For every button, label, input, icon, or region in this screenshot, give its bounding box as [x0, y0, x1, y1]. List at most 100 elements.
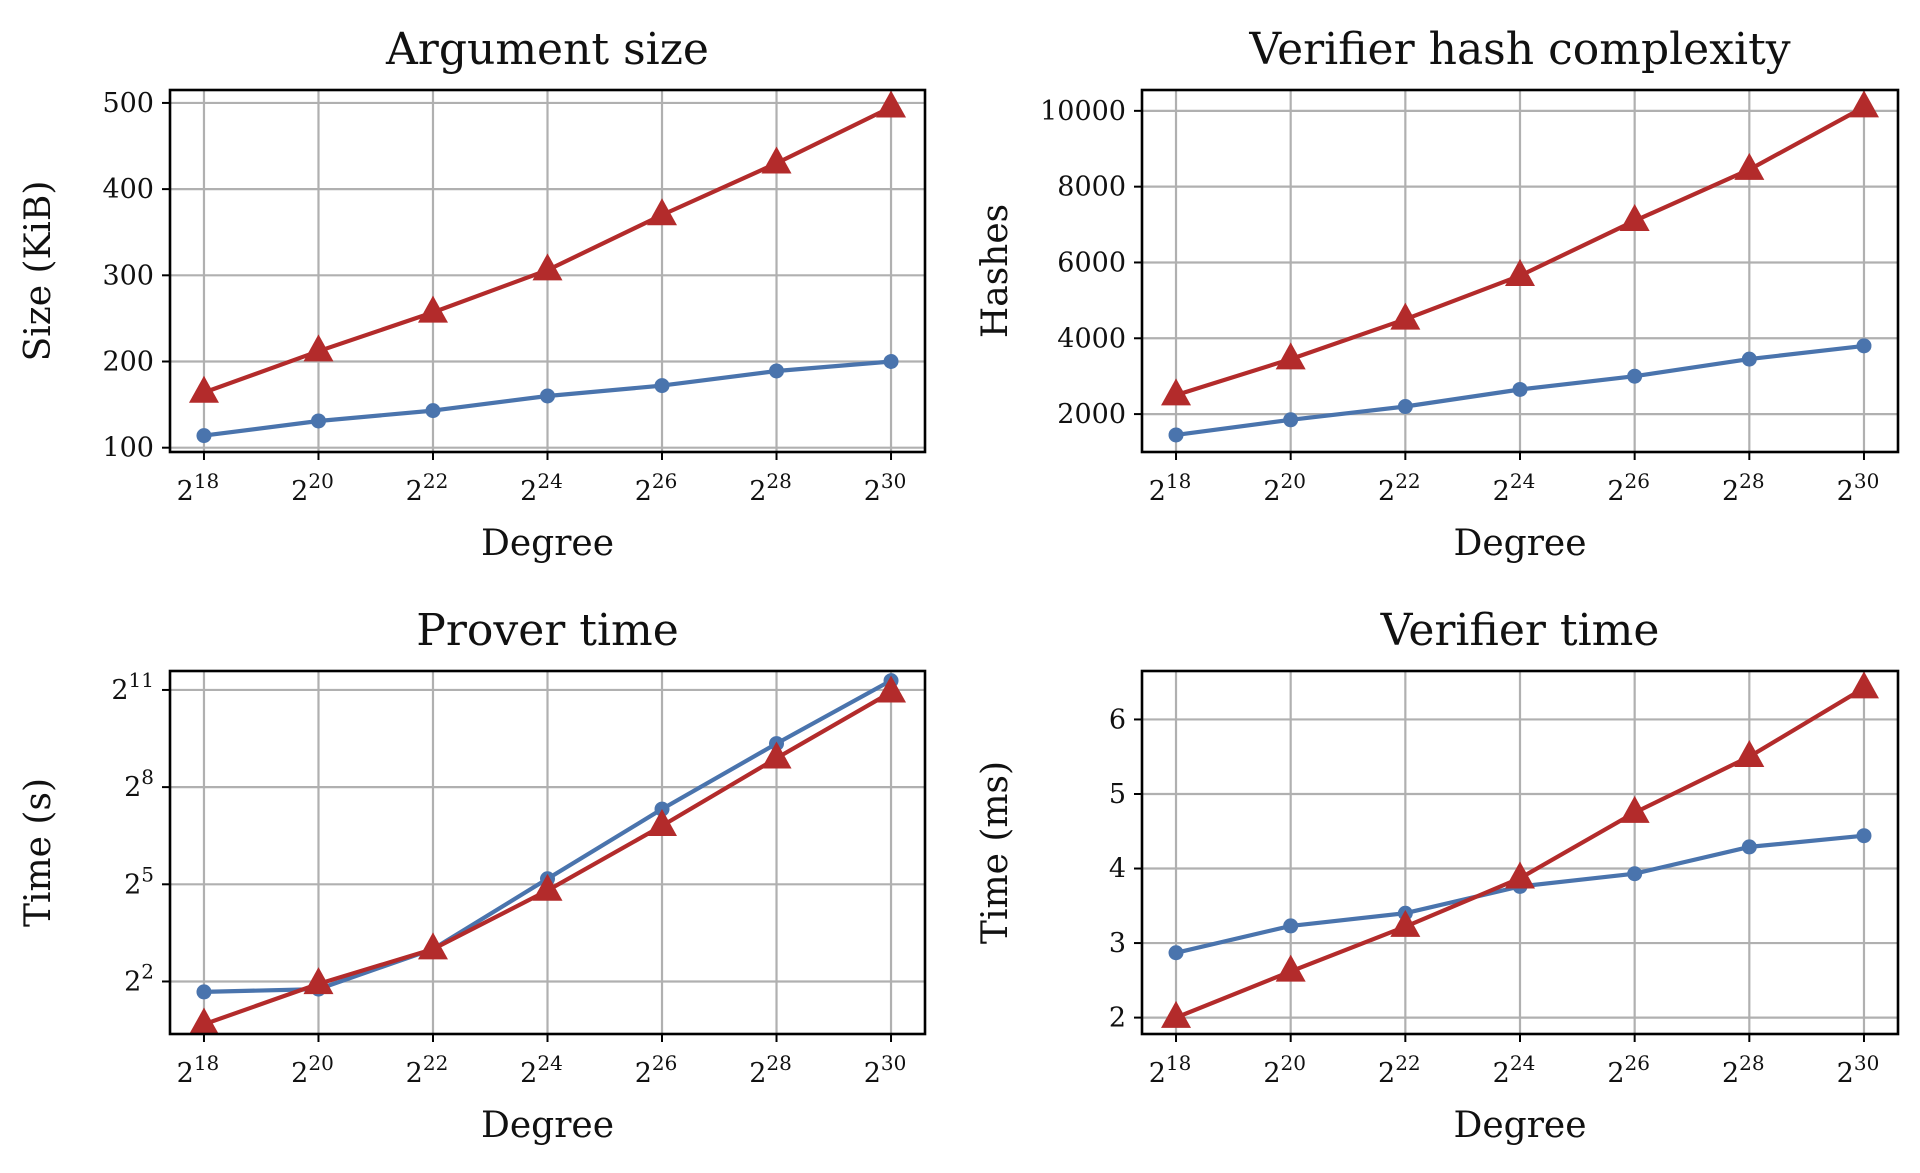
x-tick-label: 220: [1263, 1051, 1306, 1089]
y-tick-label: 25: [124, 862, 154, 900]
data-point: [1856, 828, 1872, 844]
y-tick-label: 2: [1109, 1003, 1126, 1034]
y-tick-label: 8000: [1057, 172, 1126, 203]
y-tick-label: 500: [102, 88, 154, 119]
data-point-triangle: [532, 873, 563, 901]
data-point-triangle: [1734, 739, 1765, 767]
x-tick-label: 226: [1607, 1051, 1650, 1089]
x-tick-label: 220: [1263, 469, 1306, 507]
chart-title: Argument size: [385, 24, 709, 75]
y-axis-label: Time (ms): [975, 761, 1016, 944]
x-tick-label: 218: [177, 1051, 220, 1089]
data-point: [1856, 338, 1872, 354]
chart-title: Verifier hash complexity: [1248, 24, 1790, 75]
data-point: [196, 984, 212, 1000]
y-tick-label: 22: [124, 959, 154, 997]
data-point: [769, 363, 785, 379]
x-tick-label: 218: [1149, 469, 1192, 507]
data-point-triangle: [303, 334, 334, 362]
chart-panel-verifier-time: 218 220 222 224 226 228 230 2 3 4 5 6 Verifier time D…: [975, 605, 1900, 1146]
x-axis-label: Degree: [481, 523, 614, 564]
y-tick-label: 6000: [1057, 247, 1126, 278]
data-point-triangle: [1505, 258, 1535, 286]
data-point-triangle: [647, 198, 678, 226]
chart-panel-argument-size: 218 220 222 224 226 228 230 100 200 300 400 500 Argu…: [18, 24, 927, 564]
x-tick-label: 224: [1493, 469, 1536, 507]
y-tick-label: 100: [102, 433, 154, 464]
x-axis-label: Degree: [1453, 523, 1586, 564]
x-tick-label: 220: [291, 1051, 334, 1089]
data-point: [1168, 945, 1184, 961]
data-point-triangle: [647, 809, 678, 837]
data-point-triangle: [532, 253, 563, 281]
x-tick-label: 230: [1837, 1051, 1880, 1089]
data-point-triangle: [1161, 378, 1192, 406]
data-point-triangle: [1390, 909, 1421, 937]
y-tick-label: 211: [111, 668, 154, 706]
data-point-triangle: [1505, 861, 1535, 889]
data-point-triangle: [876, 675, 907, 703]
y-tick-label: 200: [102, 347, 154, 378]
data-point-triangle: [1619, 204, 1650, 232]
x-axis-label: Degree: [481, 1105, 614, 1146]
data-point-triangle: [1619, 795, 1650, 823]
data-point: [883, 354, 899, 369]
x-tick-label: 226: [635, 469, 678, 507]
x-tick-label: 228: [749, 469, 792, 507]
data-point-triangle: [188, 375, 219, 403]
chart-title: Verifier time: [1380, 605, 1660, 656]
y-tick-label: 4: [1109, 854, 1126, 885]
data-point: [654, 378, 670, 394]
data-point: [310, 413, 326, 429]
data-point: [1741, 351, 1757, 367]
data-point: [1627, 866, 1643, 882]
data-point: [1283, 412, 1299, 428]
y-tick-label: 3: [1109, 928, 1126, 959]
y-tick-label: 2000: [1057, 399, 1126, 430]
y-axis-label: Hashes: [975, 204, 1016, 338]
data-point-triangle: [303, 967, 334, 995]
chart-panel-prover-time: 218 220 222 224 226 228 230 22 25 28 211 Prover tim…: [18, 605, 927, 1146]
x-tick-label: 230: [1837, 469, 1880, 507]
data-point: [540, 388, 555, 404]
data-point: [1512, 381, 1528, 397]
x-tick-label: 230: [864, 469, 907, 507]
data-point-triangle: [761, 146, 792, 174]
data-point-triangle: [1390, 302, 1421, 330]
x-tick-label: 222: [1378, 469, 1421, 507]
data-point: [196, 428, 212, 444]
y-tick-label: 400: [102, 174, 154, 205]
data-point: [425, 403, 441, 419]
data-point-triangle: [1275, 954, 1306, 982]
data-point-triangle: [417, 932, 448, 960]
data-point-triangle: [188, 1007, 219, 1035]
x-axis-label: Degree: [1453, 1105, 1586, 1146]
x-tick-label: 220: [291, 469, 334, 507]
x-tick-label: 222: [406, 469, 449, 507]
y-tick-label: 5: [1109, 779, 1126, 810]
y-tick-label: 28: [124, 765, 154, 803]
y-axis-label: Size (KiB): [18, 181, 59, 362]
data-point: [1168, 427, 1184, 443]
y-tick-label: 4000: [1057, 323, 1126, 354]
data-point-triangle: [876, 90, 907, 118]
y-tick-label: 300: [102, 260, 154, 291]
y-tick-label: 10000: [1040, 96, 1126, 127]
x-tick-label: 224: [520, 1051, 563, 1089]
x-tick-label: 218: [1149, 1051, 1192, 1089]
x-tick-label: 228: [1722, 1051, 1765, 1089]
data-point-triangle: [1848, 671, 1879, 699]
x-tick-label: 228: [1722, 469, 1765, 507]
data-point-triangle: [1161, 1000, 1192, 1028]
data-point: [1397, 399, 1413, 415]
x-tick-label: 218: [177, 469, 220, 507]
x-tick-label: 222: [1378, 1051, 1421, 1089]
data-point-triangle: [761, 741, 792, 769]
data-point: [1283, 918, 1299, 934]
y-tick-label: 6: [1109, 704, 1126, 735]
y-axis-label: Time (s): [18, 778, 59, 927]
chart-panel-verifier-hashes: 218 220 222 224 226 228 230 2000 4000 6000 8000 100…: [975, 24, 1900, 564]
x-tick-label: 228: [749, 1051, 792, 1089]
data-point: [1627, 368, 1643, 384]
chart-title: Prover time: [416, 605, 679, 656]
